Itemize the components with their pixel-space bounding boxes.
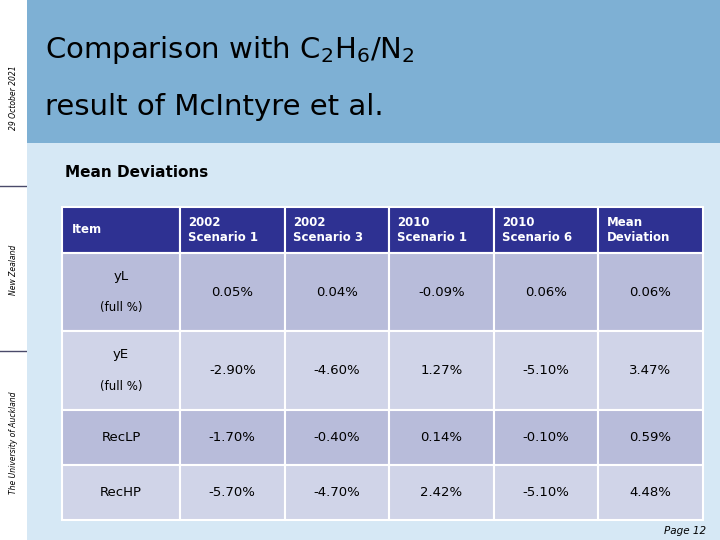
FancyBboxPatch shape [62,253,180,332]
Text: RecHP: RecHP [100,486,142,499]
Text: New Zealand: New Zealand [9,245,18,295]
FancyBboxPatch shape [389,253,494,332]
FancyBboxPatch shape [598,207,703,253]
FancyBboxPatch shape [598,465,703,520]
FancyBboxPatch shape [62,207,180,253]
FancyBboxPatch shape [494,207,598,253]
FancyBboxPatch shape [180,410,284,465]
Text: -2.90%: -2.90% [209,364,256,377]
FancyBboxPatch shape [494,332,598,410]
Text: RecLP: RecLP [102,431,140,444]
Text: -5.70%: -5.70% [209,486,256,499]
Text: (full %): (full %) [100,380,143,393]
FancyBboxPatch shape [389,465,494,520]
Text: 0.06%: 0.06% [525,286,567,299]
Text: -5.10%: -5.10% [523,486,570,499]
Text: -0.40%: -0.40% [313,431,360,444]
FancyBboxPatch shape [389,410,494,465]
Text: -0.10%: -0.10% [523,431,570,444]
FancyBboxPatch shape [598,410,703,465]
Text: 4.48%: 4.48% [629,486,671,499]
FancyBboxPatch shape [62,465,180,520]
Text: -1.70%: -1.70% [209,431,256,444]
Text: 0.06%: 0.06% [629,286,671,299]
Text: yE: yE [113,348,129,361]
FancyBboxPatch shape [62,332,180,410]
Text: 3.47%: 3.47% [629,364,672,377]
FancyBboxPatch shape [494,410,598,465]
FancyBboxPatch shape [284,410,389,465]
FancyBboxPatch shape [389,207,494,253]
Text: Mean Deviations: Mean Deviations [66,165,209,180]
FancyBboxPatch shape [598,332,703,410]
Text: Page 12: Page 12 [664,526,706,536]
Text: 2002
Scenario 1: 2002 Scenario 1 [189,216,258,244]
Text: -5.10%: -5.10% [523,364,570,377]
FancyBboxPatch shape [180,207,284,253]
FancyBboxPatch shape [62,410,180,465]
Text: 1.27%: 1.27% [420,364,462,377]
Text: 0.59%: 0.59% [629,431,672,444]
Text: 0.14%: 0.14% [420,431,462,444]
FancyBboxPatch shape [180,465,284,520]
Text: 2.42%: 2.42% [420,486,462,499]
FancyBboxPatch shape [284,332,389,410]
Text: 0.04%: 0.04% [316,286,358,299]
FancyBboxPatch shape [494,253,598,332]
Text: 2010
Scenario 6: 2010 Scenario 6 [502,216,572,244]
Text: -4.60%: -4.60% [313,364,360,377]
FancyBboxPatch shape [598,253,703,332]
FancyBboxPatch shape [180,253,284,332]
Text: 2002
Scenario 3: 2002 Scenario 3 [293,216,363,244]
Text: 2010
Scenario 1: 2010 Scenario 1 [397,216,467,244]
Text: yL: yL [114,270,129,283]
Text: 29 October 2021: 29 October 2021 [9,65,18,130]
FancyBboxPatch shape [284,465,389,520]
Text: (full %): (full %) [100,301,143,314]
Text: The University of Auckland: The University of Auckland [9,392,18,494]
FancyBboxPatch shape [494,465,598,520]
Text: Comparison with C$_2$H$_6$/N$_2$: Comparison with C$_2$H$_6$/N$_2$ [45,34,415,66]
FancyBboxPatch shape [284,253,389,332]
FancyBboxPatch shape [180,332,284,410]
Text: 0.05%: 0.05% [211,286,253,299]
Text: Item: Item [71,223,102,237]
FancyBboxPatch shape [389,332,494,410]
Text: Mean
Deviation: Mean Deviation [606,216,670,244]
Text: result of McIntyre et al.: result of McIntyre et al. [45,93,383,122]
Text: -0.09%: -0.09% [418,286,464,299]
Text: -4.70%: -4.70% [313,486,360,499]
FancyBboxPatch shape [284,207,389,253]
